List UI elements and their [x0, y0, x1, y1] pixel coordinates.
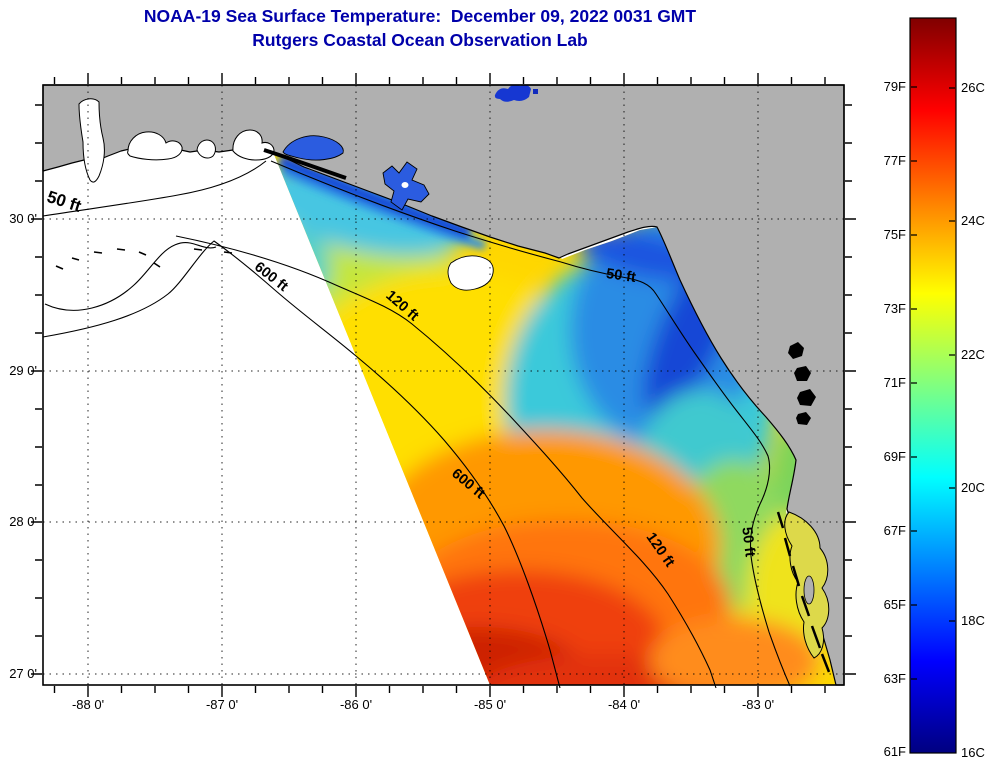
- x-tick-label: -87 0': [205, 697, 239, 712]
- axis-ticks: [31, 73, 856, 697]
- colorbar-c-label: 20C: [961, 480, 985, 495]
- x-tick-label: -85 0': [473, 697, 507, 712]
- island-patch: [447, 255, 494, 291]
- x-tick-label: -83 0': [741, 697, 775, 712]
- tampa-bay: [784, 511, 830, 659]
- colorbar-c-label: 24C: [961, 213, 985, 228]
- x-tick-label: -84 0': [607, 697, 641, 712]
- grid-lines: [43, 85, 844, 685]
- top-data-blob: [494, 84, 538, 102]
- x-tick-label: -88 0': [71, 697, 105, 712]
- colorbar-f-label: 67F: [883, 523, 906, 538]
- colorbar-f-label: 77F: [883, 153, 906, 168]
- colorbar-c-label: 22C: [961, 347, 985, 362]
- marsh-islands: [44, 242, 233, 311]
- y-tick-label: 28 0': [9, 514, 37, 529]
- x-tick-label: -86 0': [339, 697, 373, 712]
- y-tick-label: 27 0': [9, 666, 37, 681]
- colorbar-c-label: 16C: [961, 745, 985, 760]
- colorbar-f-label: 75F: [883, 227, 906, 242]
- y-tick-label: 29 0': [9, 363, 37, 378]
- colorbar-f-label: 65F: [883, 597, 906, 612]
- colorbar-c-label: 18C: [961, 613, 985, 628]
- colorbar: [909, 17, 957, 754]
- plot-frame: [42, 84, 845, 686]
- title-line-2: Rutgers Coastal Ocean Observation Lab: [252, 30, 588, 50]
- title-line-1: NOAA-19 Sea Surface Temperature: Decembe…: [143, 6, 697, 26]
- colorbar-f-label: 69F: [883, 449, 906, 464]
- colorbar-f-label: 79F: [883, 79, 906, 94]
- colorbar-ticks: [911, 86, 955, 680]
- blue-bays: [282, 135, 430, 211]
- colorbar-c-label: 26C: [961, 80, 985, 95]
- coastal-blobs: [788, 342, 816, 425]
- white-bays: [78, 98, 275, 183]
- colorbar-f-label: 73F: [883, 301, 906, 316]
- coast-thick-segment: [263, 148, 347, 180]
- colorbar-f-label: 61F: [883, 744, 906, 759]
- y-tick-label: 30 0': [9, 211, 37, 226]
- colorbar-f-label: 63F: [883, 671, 906, 686]
- barrier-islands: [776, 511, 831, 673]
- colorbar-f-label: 71F: [883, 375, 906, 390]
